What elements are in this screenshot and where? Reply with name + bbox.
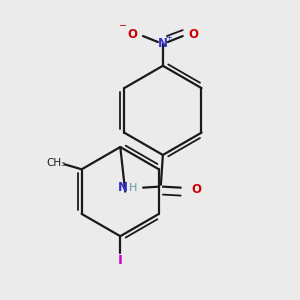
Text: −: − — [119, 21, 127, 31]
Text: H: H — [129, 183, 137, 193]
Text: CH₃: CH₃ — [46, 158, 65, 168]
Text: I: I — [118, 254, 123, 268]
Text: +: + — [165, 33, 172, 42]
Text: O: O — [189, 28, 199, 40]
Text: N: N — [158, 38, 168, 50]
Text: O: O — [192, 183, 202, 196]
Text: N: N — [118, 181, 128, 194]
Text: O: O — [127, 28, 137, 40]
